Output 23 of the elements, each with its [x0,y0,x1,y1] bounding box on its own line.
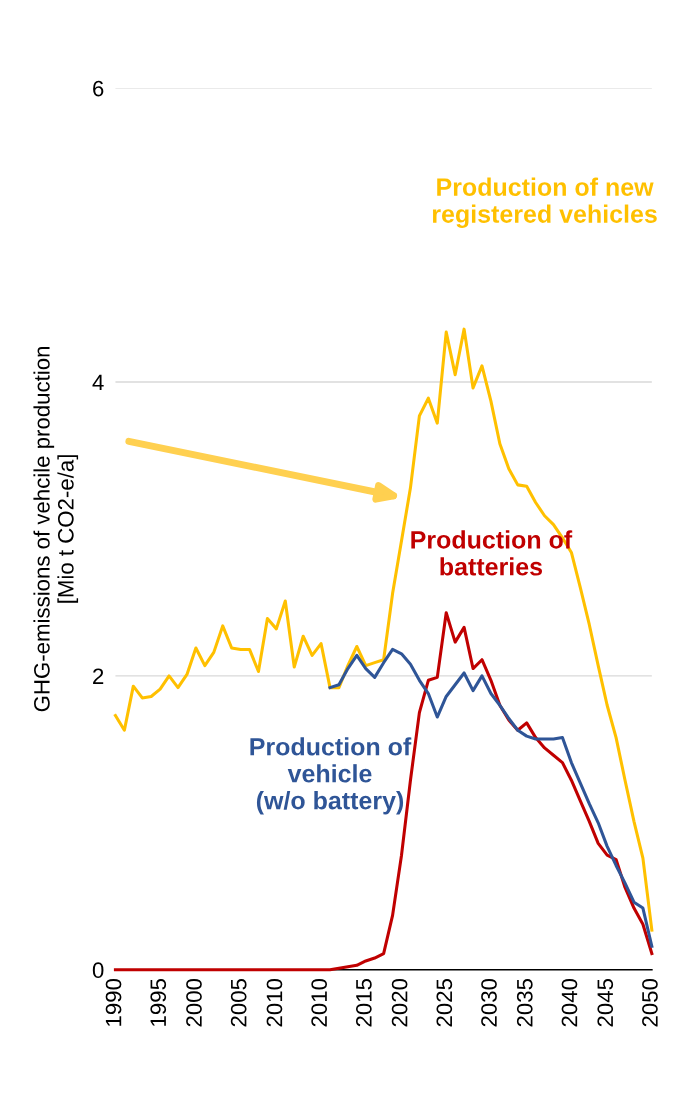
line-series [113,611,654,972]
x-tick-label: 2040 [561,978,578,1027]
x-tick-label: 2050 [642,978,658,1027]
y-tick-label: 4 [92,374,104,391]
y-tick-label: 6 [93,80,104,97]
series-label: Production of vehicle (w/o battery) [250,737,412,815]
x-tick-label: 2005 [230,979,247,1027]
line-series [113,327,654,932]
x-tick-label: 1990 [105,978,122,1026]
x-tick-label: 2015 [355,979,372,1027]
x-tick-label: 1995 [150,979,167,1026]
y-axis-title: GHG-emissions of vehcile production [Mio t CO2-e/a] [33,346,79,712]
x-tick-label: 2030 [481,978,497,1027]
y-tick-label: 2 [93,668,104,684]
x-tick-label: 2025 [436,979,453,1027]
x-tick-label: 2000 [186,978,202,1027]
text: Production of new registered vehicles [432,177,657,228]
y-tick-label: 0 [92,962,104,979]
x-tick-label: 2020 [391,978,408,1027]
x-tick-label: 2035 [516,979,533,1027]
x-tick-label: 2010 [266,978,283,1027]
x-tick-label: 2010 [311,978,328,1027]
x-tick-label: 2045 [597,979,614,1027]
